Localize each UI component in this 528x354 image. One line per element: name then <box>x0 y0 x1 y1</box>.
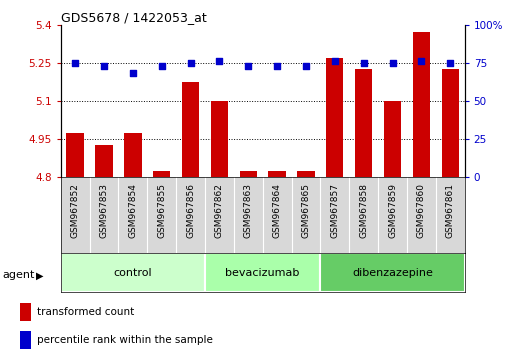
Point <box>129 71 137 76</box>
Text: GSM967864: GSM967864 <box>272 183 281 238</box>
Bar <box>61 253 205 292</box>
Text: agent: agent <box>3 270 35 280</box>
Bar <box>413 33 430 177</box>
Point <box>301 63 310 69</box>
Bar <box>153 171 171 177</box>
Point <box>446 60 455 66</box>
Text: GSM967863: GSM967863 <box>244 183 253 238</box>
Point <box>417 58 426 64</box>
Point <box>71 60 79 66</box>
Text: GSM967857: GSM967857 <box>331 183 340 238</box>
Text: control: control <box>114 268 152 278</box>
Text: GSM967852: GSM967852 <box>71 183 80 238</box>
Point <box>273 63 281 69</box>
Point <box>215 58 224 64</box>
Bar <box>182 82 199 177</box>
Text: dibenzazepine: dibenzazepine <box>352 268 433 278</box>
Text: GSM967862: GSM967862 <box>215 183 224 238</box>
Text: ▶: ▶ <box>36 270 43 280</box>
Bar <box>384 101 401 177</box>
Bar <box>211 101 228 177</box>
Bar <box>326 58 343 177</box>
Bar <box>124 133 142 177</box>
Text: GDS5678 / 1422053_at: GDS5678 / 1422053_at <box>61 11 206 24</box>
Text: GSM967856: GSM967856 <box>186 183 195 238</box>
Bar <box>441 69 459 177</box>
Bar <box>96 145 112 177</box>
Point <box>388 60 397 66</box>
Bar <box>240 171 257 177</box>
Text: GSM967859: GSM967859 <box>388 183 397 238</box>
Text: bevacizumab: bevacizumab <box>225 268 300 278</box>
Text: GSM967860: GSM967860 <box>417 183 426 238</box>
Text: GSM967855: GSM967855 <box>157 183 166 238</box>
Point <box>186 60 195 66</box>
Bar <box>320 253 465 292</box>
Text: transformed count: transformed count <box>36 307 134 317</box>
Text: GSM967865: GSM967865 <box>301 183 310 238</box>
Text: GSM967861: GSM967861 <box>446 183 455 238</box>
Bar <box>297 171 315 177</box>
Point <box>244 63 252 69</box>
Point <box>100 63 108 69</box>
Text: GSM967853: GSM967853 <box>99 183 108 238</box>
Point <box>157 63 166 69</box>
Bar <box>205 253 320 292</box>
Bar <box>20 331 31 349</box>
Bar <box>20 303 31 321</box>
Point <box>331 58 339 64</box>
Bar <box>355 69 372 177</box>
Text: GSM967854: GSM967854 <box>128 183 137 238</box>
Bar <box>268 171 286 177</box>
Point <box>360 60 368 66</box>
Text: GSM967858: GSM967858 <box>359 183 368 238</box>
Bar <box>67 133 84 177</box>
Text: percentile rank within the sample: percentile rank within the sample <box>36 335 212 346</box>
